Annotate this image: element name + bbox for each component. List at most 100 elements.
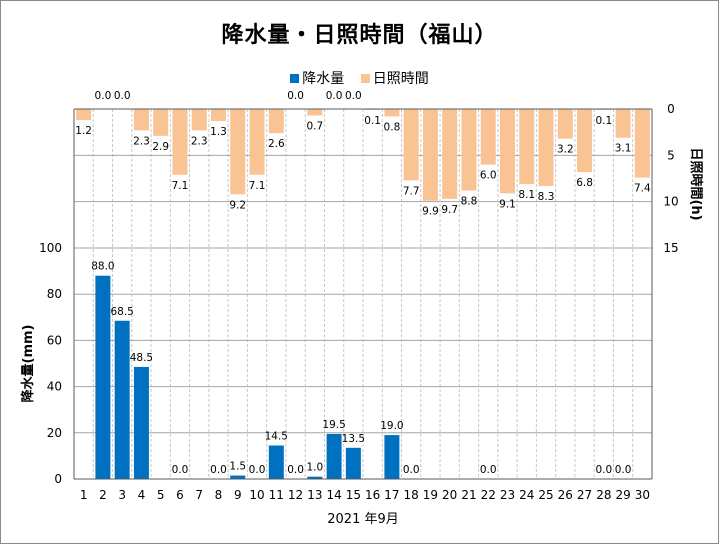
sunshine-bar (153, 109, 169, 136)
precip-data-label: 0.0 (172, 464, 189, 476)
x-tick-label: 2 (99, 488, 107, 502)
precip-data-label: 0.0 (480, 464, 497, 476)
sunshine-data-label: 7.1 (172, 180, 189, 192)
x-axis-title: 2021 年9月 (327, 512, 399, 527)
x-tick-label: 30 (635, 488, 650, 502)
legend-swatch-precip (290, 73, 300, 83)
precip-bar (345, 447, 361, 479)
x-tick-label: 17 (384, 488, 399, 502)
sunshine-bar (538, 109, 554, 186)
y-tick-label-precip: 0 (54, 472, 62, 486)
sunshine-data-label: 6.0 (480, 170, 497, 182)
precip-data-label: 0.0 (595, 464, 612, 476)
x-tick-label: 20 (442, 488, 457, 502)
precip-bar (384, 435, 400, 479)
sunshine-data-label: 3.1 (615, 143, 632, 155)
y-axis-title-sunshine: 日照時間(h) (688, 147, 704, 220)
y-tick-label-sunshine: 15 (663, 241, 678, 255)
x-tick-label: 16 (365, 488, 380, 502)
x-tick-label: 14 (326, 488, 341, 502)
y-tick-label-sunshine: 10 (663, 195, 678, 209)
sunshine-bar (133, 109, 149, 131)
sunshine-data-label: 9.7 (441, 204, 458, 216)
sunshine-data-label: 7.4 (634, 183, 651, 195)
x-tick-label: 15 (346, 488, 361, 502)
x-tick-label: 29 (615, 488, 630, 502)
axes: 1 2 3 4 5 6 7 8 9 10 11 12 13 14 15 16 17 18 19 20 21 22 23 24 2… (20, 102, 704, 527)
sunshine-data-label: 2.3 (133, 135, 150, 147)
sunshine-bar (249, 109, 265, 175)
y-tick-label-precip: 60 (47, 333, 62, 347)
x-tick-label: 25 (538, 488, 553, 502)
precip-bar (95, 275, 111, 479)
y-tick-label-precip: 40 (47, 380, 62, 394)
x-tick-label: 1 (80, 488, 88, 502)
sunshine-bar (577, 109, 593, 173)
precip-bar (114, 320, 130, 479)
x-tick-label: 8 (215, 488, 223, 502)
precip-data-label: 19.5 (322, 419, 345, 431)
y-tick-label-precip: 80 (47, 287, 62, 301)
sunshine-bar (480, 109, 496, 165)
y-tick-label-sunshine: 0 (667, 102, 675, 116)
sunshine-bar (500, 109, 515, 194)
x-tick-label: 12 (288, 488, 303, 502)
precip-data-label: 1.0 (306, 462, 323, 474)
precip-data-label: 88.0 (91, 261, 114, 273)
y-tick-label-precip: 20 (47, 426, 62, 440)
precip-data-label: 0.0 (403, 464, 420, 476)
sunshine-bar (172, 109, 188, 175)
sunshine-bar (403, 109, 419, 181)
gridlines (73, 109, 653, 479)
y-axis-title-precip: 降水量(mm) (20, 325, 36, 403)
sunshine-bar (76, 109, 92, 121)
sunshine-data-label: 2.6 (268, 138, 285, 150)
y-tick-label-precip: 100 (39, 241, 62, 255)
precip-bar (326, 433, 342, 479)
sunshine-data-label: 7.1 (249, 180, 266, 192)
sunshine-bar (442, 109, 458, 199)
precip-bar (307, 476, 323, 479)
precip-data-label: 0.0 (249, 464, 266, 476)
x-tick-label: 3 (118, 488, 126, 502)
sunshine-data-label: 0.0 (345, 90, 362, 102)
precip-data-label: 1.5 (229, 461, 246, 473)
sunshine-data-label: 0.0 (287, 90, 304, 102)
sunshine-data-label: 3.2 (557, 144, 574, 156)
sunshine-bar (211, 109, 226, 122)
sunshine-data-label: 9.2 (229, 199, 246, 211)
precip-bar (268, 445, 284, 479)
x-tick-label: 26 (558, 488, 573, 502)
precip-data-label: 0.0 (615, 464, 632, 476)
legend-item-sunshine: 日照時間 (360, 68, 429, 88)
sunshine-data-label: 1.3 (210, 126, 227, 138)
sunshine-bar (230, 109, 246, 195)
x-tick-label: 4 (138, 488, 146, 502)
precip-data-label: 13.5 (342, 433, 365, 445)
x-tick-label: 7 (195, 488, 203, 502)
sunshine-data-label: 6.8 (576, 177, 593, 189)
sunshine-data-label: 8.3 (538, 191, 555, 203)
sunshine-data-label: 2.9 (152, 141, 169, 153)
precip-data-label: 0.0 (210, 464, 227, 476)
sunshine-data-label: 9.1 (499, 198, 516, 210)
precip-bar (133, 366, 149, 479)
precip-data-label: 19.0 (380, 420, 403, 432)
x-tick-label: 23 (500, 488, 515, 502)
sunshine-data-label: 0.1 (364, 115, 381, 127)
sunshine-bar (615, 109, 631, 138)
legend-label-sunshine: 日照時間 (372, 71, 429, 87)
sunshine-bar (307, 109, 323, 116)
sunshine-data-label: 0.0 (95, 90, 112, 102)
sunshine-bar (461, 109, 477, 191)
precip-bar (230, 475, 246, 479)
x-tick-label: 9 (234, 488, 242, 502)
legend-item-precip: 降水量 (290, 68, 344, 88)
sunshine-data-label: 8.8 (461, 196, 478, 208)
data-labels: 1.20.0 0.02.3 2.97.12.31.39.27.12.60.00.70… (75, 90, 651, 476)
x-tick-label: 11 (269, 488, 284, 502)
x-tick-label: 19 (423, 488, 438, 502)
x-tick-label: 21 (461, 488, 476, 502)
legend: 降水量 日照時間 (0, 68, 719, 88)
x-tick-label: 5 (157, 488, 165, 502)
